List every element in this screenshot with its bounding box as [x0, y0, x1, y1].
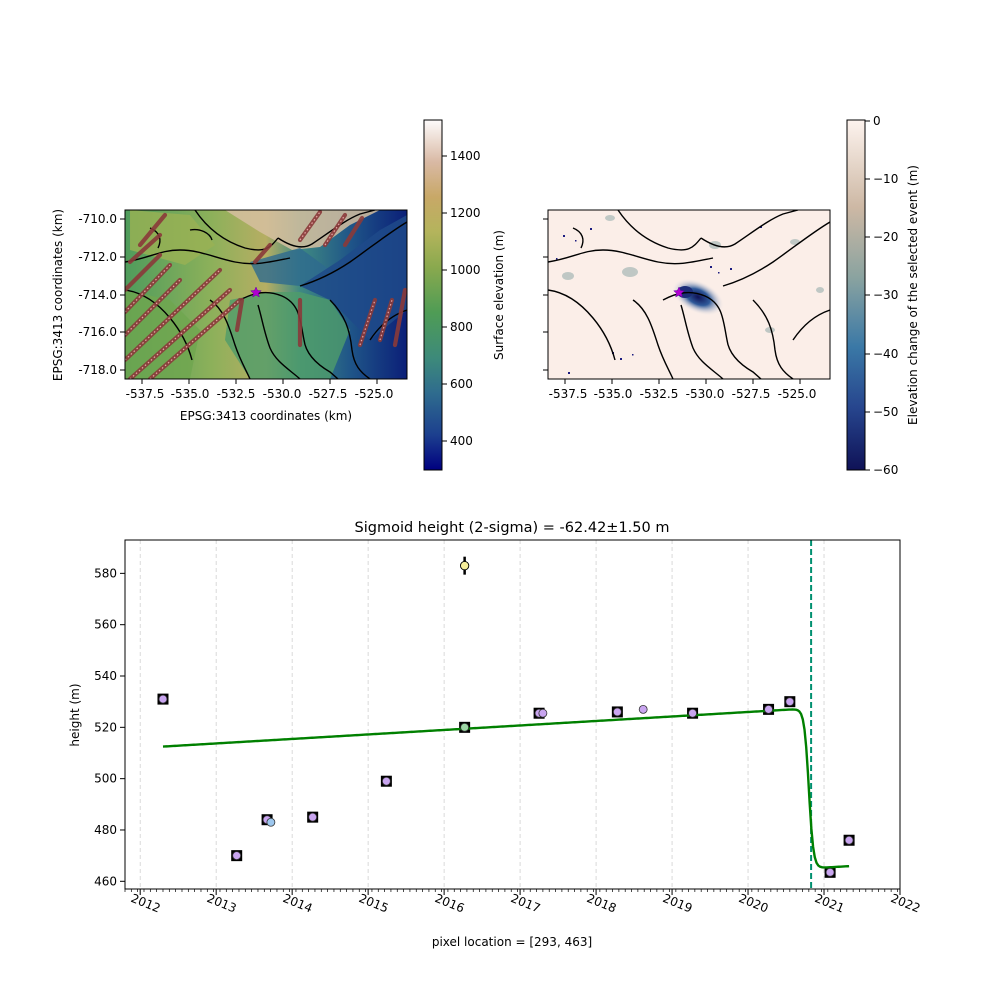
timeseries-xtick-label: 2018	[585, 891, 619, 915]
timeseries-fit-line	[162, 708, 850, 869]
left-map-xtick-label: -525.0	[355, 387, 394, 401]
right-colorbar-tick-label: −10	[873, 172, 898, 186]
timeseries-data-point	[232, 851, 242, 861]
right-colorbar-tick-label: 0	[873, 114, 881, 128]
right-map-xtick-label: -527.5	[732, 387, 771, 401]
right-colorbar-tick-label: −40	[873, 347, 898, 361]
left-map-ytick-label: -710.0	[78, 212, 117, 226]
timeseries-ytick-label: 540	[94, 669, 117, 683]
timeseries-xtick-label: 2020	[737, 891, 771, 915]
timeseries-xtick-label: 2014	[281, 891, 315, 915]
selected-pixel-star	[250, 286, 262, 298]
timeseries-data-point	[538, 708, 548, 718]
left-colorbar-tick-label: 800	[450, 320, 473, 334]
left-map-xtick-label: -527.5	[309, 387, 348, 401]
left-colorbar-tick-label: 1000	[450, 263, 481, 277]
left-map-xtick-label: -535.0	[171, 387, 210, 401]
right-map-image	[548, 210, 830, 379]
left-map-xtick-label: -532.5	[217, 387, 256, 401]
timeseries-yticks: 460 480 500 520 540 560 580	[94, 566, 125, 888]
timeseries-xtick-label: 2017	[509, 891, 543, 915]
timeseries-data-point	[764, 704, 773, 714]
timeseries-data-point	[460, 722, 470, 732]
timeseries-ytick-label: 480	[94, 823, 117, 837]
timeseries-xtick-label: 2022	[889, 891, 923, 915]
timeseries-ylabel: height (m)	[68, 683, 82, 746]
left-map-ytick-label: -718.0	[78, 363, 117, 377]
timeseries-data-point	[688, 708, 697, 718]
right-map-xtick-label: -535.0	[594, 387, 633, 401]
right-colorbar-ticks	[865, 120, 870, 471]
left-colorbar-tick-label: 600	[450, 377, 473, 391]
timeseries-outlier-point	[459, 561, 470, 571]
timeseries-frame	[124, 539, 901, 890]
timeseries-xlabel: pixel location = [293, 463]	[432, 935, 592, 949]
timeseries-ytick-label: 500	[94, 772, 117, 786]
left-map-xtick-label: -537.5	[126, 387, 165, 401]
timeseries-ytick-label: 520	[94, 720, 117, 734]
left-map-xtick-label: -530.0	[263, 387, 302, 401]
left-colorbar-label: Surface elevation (m)	[492, 230, 506, 360]
timeseries-data-point	[158, 694, 168, 704]
left-colorbar-tick-label: 1200	[450, 206, 481, 220]
timeseries-point-markers	[158, 694, 854, 877]
right-selected-pixel-star	[673, 286, 685, 298]
timeseries-data-point	[844, 835, 854, 845]
left-map-ytick-label: -714.0	[78, 288, 117, 302]
left-map-xticks	[141, 379, 378, 384]
right-map-xticks	[564, 379, 801, 384]
timeseries-gridlines	[139, 540, 901, 889]
right-colorbar-tick-label: −50	[873, 405, 898, 419]
timeseries-outlier-layer	[459, 556, 470, 575]
timeseries-data-point	[612, 707, 622, 717]
left-map-image	[125, 210, 407, 379]
timeseries-xtick-label: 2012	[129, 891, 163, 915]
right-map-xtick-label: -532.5	[640, 387, 679, 401]
timeseries-data-point	[638, 704, 648, 714]
timeseries-ytick-label: 560	[94, 618, 117, 632]
right-map-xtick-label: -537.5	[549, 387, 588, 401]
timeseries-data-point	[825, 867, 835, 877]
timeseries-data-point	[266, 817, 276, 827]
right-colorbar	[846, 119, 866, 471]
timeseries-fit-layer	[162, 708, 850, 869]
left-map-ytick-label: -716.0	[78, 325, 117, 339]
timeseries-square-markers	[157, 693, 855, 878]
timeseries-xticks: 2012 2013 2014 2015 2016 2017 2018 2019 2020 2021…	[129, 889, 922, 916]
timeseries-xtick-label: 2021	[813, 891, 847, 915]
right-map-xtick-label: -530.0	[686, 387, 725, 401]
left-colorbar-tick-label: 400	[450, 434, 473, 448]
right-colorbar-tick-label: −60	[873, 463, 898, 477]
timeseries-data-point	[785, 697, 795, 707]
right-colorbar-tick-label: −30	[873, 288, 898, 302]
left-colorbar-tick-label: 1400	[450, 149, 481, 163]
left-colorbar	[423, 119, 443, 471]
left-map-panel: -537.5 -535.0 -532.5 -530.0 -527.5 -525.…	[51, 119, 506, 471]
left-map-xlabel: EPSG:3413 coordinates (km)	[180, 409, 352, 423]
right-colorbar-label: Elevation change of the selected event (…	[906, 165, 920, 425]
timeseries-xtick-label: 2013	[205, 891, 239, 915]
timeseries-xtick-label: 2015	[357, 891, 391, 915]
timeseries-xtick-label: 2016	[433, 891, 467, 915]
timeseries-xtick-label: 2019	[661, 891, 695, 915]
left-map-ytick-label: -712.0	[78, 250, 117, 264]
left-colorbar-ticks	[442, 155, 447, 442]
timeseries-data-point	[308, 812, 318, 822]
right-map-panel: -537.5 -535.0 -532.5 -530.0 -527.5 -525.…	[543, 114, 920, 477]
left-map-ylabel: EPSG:3413 coordinates (km)	[51, 209, 65, 381]
right-colorbar-tick-label: −20	[873, 230, 898, 244]
right-map-xtick-label: -525.0	[778, 387, 817, 401]
timeseries-title: Sigmoid height (2-sigma) = -62.42±1.50 m	[355, 520, 670, 536]
timeseries-data-point	[381, 776, 391, 786]
timeseries-ytick-label: 580	[94, 566, 117, 580]
right-map-yticks	[543, 218, 548, 371]
timeseries-panel: Sigmoid height (2-sigma) = -62.42±1.50 m…	[68, 520, 922, 949]
left-map-yticks	[120, 218, 125, 371]
timeseries-ytick-label: 460	[94, 874, 117, 888]
